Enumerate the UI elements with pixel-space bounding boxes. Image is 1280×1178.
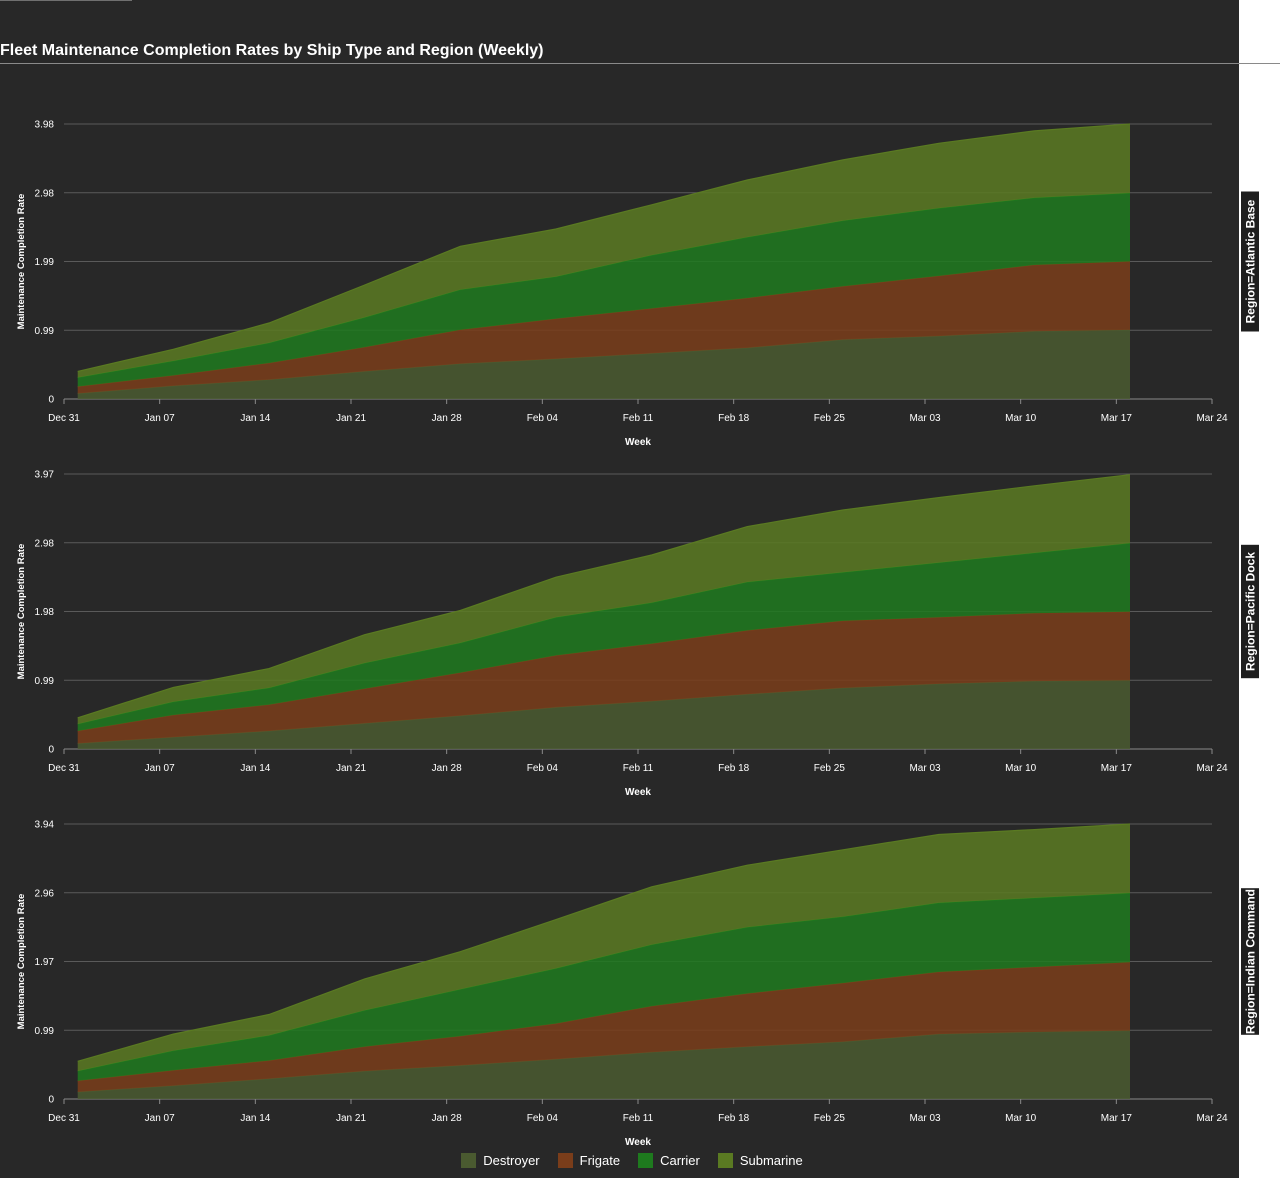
y-tick-label: 2.98 (35, 188, 55, 199)
x-tick-label: Mar 03 (909, 413, 941, 424)
area-frigate (77, 261, 1131, 394)
x-tick-label: Feb 04 (527, 413, 559, 424)
top-tab-indicator (0, 0, 132, 1)
legend-item-submarine[interactable]: Submarine (717, 1153, 803, 1168)
x-tick-label: Feb 25 (814, 413, 846, 424)
legend-item-carrier[interactable]: Carrier (638, 1153, 700, 1168)
x-tick-label: Mar 24 (1196, 1113, 1228, 1124)
legend-item-destroyer[interactable]: Destroyer (461, 1153, 540, 1168)
facet-label: Region=Indian Command (1244, 889, 1258, 1034)
x-axis-title: Week (625, 787, 651, 798)
x-tick-label: Mar 24 (1196, 763, 1228, 774)
x-axis-title: Week (625, 1137, 651, 1148)
area-frigate (77, 611, 1131, 744)
legend-label: Submarine (739, 1153, 803, 1168)
y-tick-label: 3.97 (35, 470, 55, 481)
y-tick-label: 0.99 (35, 1026, 55, 1037)
x-tick-label: Feb 11 (623, 763, 654, 774)
area-carrier (77, 543, 1131, 731)
x-tick-label: Mar 03 (909, 1113, 941, 1124)
x-tick-label: Jan 07 (145, 763, 175, 774)
facet-label: Region=Pacific Dock (1244, 552, 1258, 671)
area-line-submarine (77, 823, 1131, 1062)
x-tick-label: Jan 28 (432, 1113, 462, 1124)
y-tick-label: 3.98 (35, 120, 55, 131)
x-tick-label: Mar 17 (1101, 763, 1133, 774)
area-submarine (77, 124, 1131, 378)
area-frigate (77, 962, 1131, 1092)
x-tick-label: Dec 31 (48, 1113, 80, 1124)
facet-label: Region=Atlantic Base (1244, 199, 1258, 323)
x-tick-label: Jan 21 (336, 413, 366, 424)
facet-label-box (1241, 191, 1259, 332)
y-tick-label: 0 (48, 1095, 54, 1106)
y-axis-title: Maintenance Completion Rate (16, 194, 27, 330)
y-tick-label: 2.98 (35, 538, 55, 549)
legend-label: Carrier (660, 1153, 700, 1168)
area-carrier (77, 193, 1131, 387)
legend-swatch (557, 1153, 573, 1168)
y-tick-label: 0.99 (35, 676, 55, 687)
y-tick-label: 0 (48, 395, 54, 406)
y-tick-label: 2.96 (35, 888, 55, 899)
area-destroyer (77, 329, 1131, 399)
x-tick-label: Jan 14 (240, 1113, 270, 1124)
facet-label-box (1241, 888, 1259, 1035)
x-tick-label: Feb 25 (814, 1113, 846, 1124)
y-tick-label: 1.98 (35, 607, 55, 618)
x-tick-label: Mar 10 (1005, 413, 1037, 424)
chart-title: Fleet Maintenance Completion Rates by Sh… (0, 42, 544, 59)
x-tick-label: Mar 10 (1005, 1113, 1037, 1124)
x-tick-label: Mar 03 (909, 763, 941, 774)
x-tick-label: Jan 07 (145, 413, 175, 424)
x-tick-label: Jan 28 (432, 763, 462, 774)
x-tick-label: Dec 31 (48, 413, 80, 424)
x-tick-label: Dec 31 (48, 763, 80, 774)
title-divider (0, 63, 1280, 64)
x-tick-label: Feb 18 (718, 413, 750, 424)
legend-swatch (461, 1153, 477, 1168)
x-tick-label: Feb 18 (718, 1113, 750, 1124)
legend-swatch (717, 1153, 733, 1168)
x-tick-label: Mar 17 (1101, 413, 1133, 424)
x-tick-label: Mar 24 (1196, 413, 1228, 424)
legend-label: Frigate (579, 1153, 621, 1168)
area-destroyer (77, 1030, 1131, 1099)
x-tick-label: Feb 04 (527, 763, 559, 774)
legend-item-frigate[interactable]: Frigate (557, 1153, 621, 1168)
y-tick-label: 0 (48, 745, 54, 756)
x-tick-label: Jan 14 (240, 413, 270, 424)
legend: Destroyer Frigate Carrier Submarine (0, 1153, 1264, 1168)
area-submarine (77, 824, 1131, 1072)
x-tick-label: Feb 04 (527, 1113, 559, 1124)
x-tick-label: Feb 11 (623, 413, 654, 424)
x-tick-label: Jan 28 (432, 413, 462, 424)
y-axis-title: Maintenance Completion Rate (16, 894, 27, 1030)
y-tick-label: 0.99 (35, 326, 55, 337)
area-carrier (77, 893, 1131, 1081)
x-tick-label: Mar 10 (1005, 763, 1037, 774)
y-tick-label: 1.97 (35, 957, 55, 968)
y-tick-label: 1.99 (35, 257, 55, 268)
x-tick-label: Feb 25 (814, 763, 846, 774)
x-tick-label: Jan 14 (240, 763, 270, 774)
x-tick-label: Feb 18 (718, 763, 750, 774)
legend-swatch (638, 1153, 654, 1168)
area-line-submarine (77, 123, 1131, 372)
y-axis-title: Maintenance Completion Rate (16, 544, 27, 680)
x-tick-label: Jan 07 (145, 1113, 175, 1124)
legend-label: Destroyer (483, 1153, 540, 1168)
area-line-submarine (77, 474, 1131, 719)
area-destroyer (77, 680, 1131, 749)
x-tick-label: Jan 21 (336, 1113, 366, 1124)
x-tick-label: Mar 17 (1101, 1113, 1133, 1124)
y-tick-label: 3.94 (35, 820, 55, 831)
area-submarine (77, 474, 1131, 725)
x-tick-label: Feb 11 (623, 1113, 654, 1124)
x-axis-title: Week (625, 437, 651, 448)
x-tick-label: Jan 21 (336, 763, 366, 774)
facet-label-box (1241, 544, 1259, 679)
